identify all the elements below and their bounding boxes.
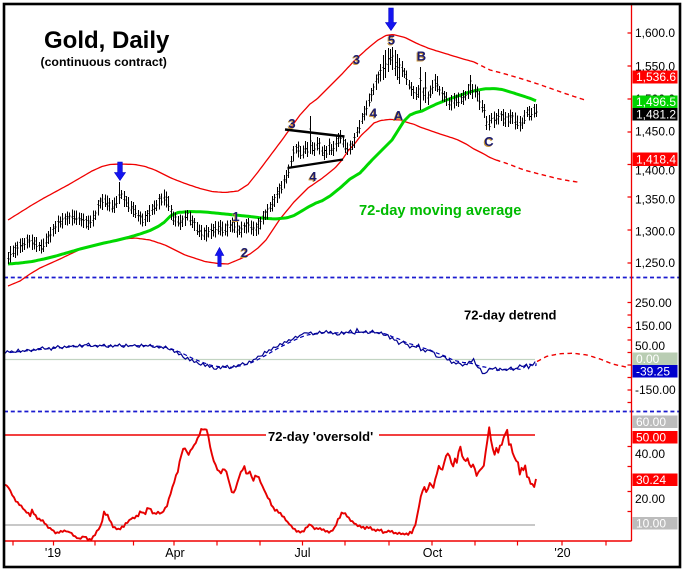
- svg-text:20.00: 20.00: [635, 492, 665, 506]
- svg-text:1,600.0: 1,600.0: [635, 26, 675, 40]
- svg-text:C: C: [484, 134, 494, 149]
- svg-text:1,400.0: 1,400.0: [635, 164, 675, 178]
- svg-text:150.00: 150.00: [635, 319, 672, 333]
- svg-text:4: 4: [309, 169, 317, 184]
- svg-text:A: A: [394, 108, 404, 123]
- svg-text:3: 3: [353, 52, 360, 67]
- svg-text:1,350.0: 1,350.0: [635, 193, 675, 207]
- svg-text:Jul: Jul: [295, 546, 311, 560]
- svg-text:'20: '20: [554, 546, 570, 560]
- svg-text:1,250.0: 1,250.0: [635, 256, 675, 270]
- svg-text:50.00: 50.00: [636, 430, 666, 444]
- svg-text:1: 1: [232, 209, 239, 224]
- svg-text:1,481.2: 1,481.2: [636, 107, 676, 121]
- svg-text:1,418.4: 1,418.4: [636, 152, 676, 166]
- svg-text:72-day 'oversold': 72-day 'oversold': [268, 429, 373, 444]
- svg-text:-39.25: -39.25: [636, 364, 670, 378]
- svg-text:1,536.6: 1,536.6: [636, 70, 676, 84]
- svg-text:72-day detrend: 72-day detrend: [464, 308, 557, 323]
- svg-text:1,300.0: 1,300.0: [635, 225, 675, 239]
- svg-text:30.24: 30.24: [636, 473, 666, 487]
- svg-text:40.00: 40.00: [635, 447, 665, 461]
- svg-text:50.00: 50.00: [635, 339, 665, 353]
- svg-text:1,550.0: 1,550.0: [635, 60, 675, 74]
- svg-text:-150.00: -150.00: [635, 383, 676, 397]
- svg-text:72-day moving average: 72-day moving average: [359, 203, 521, 219]
- svg-text:2: 2: [241, 245, 248, 260]
- svg-text:B: B: [417, 49, 426, 64]
- svg-text:Apr: Apr: [165, 546, 184, 560]
- svg-text:60.00: 60.00: [636, 415, 666, 429]
- svg-text:0.00: 0.00: [636, 352, 660, 366]
- svg-text:'19: '19: [45, 546, 61, 560]
- svg-text:Oct: Oct: [423, 546, 443, 560]
- svg-text:4: 4: [370, 106, 378, 121]
- svg-text:250.00: 250.00: [635, 296, 672, 310]
- svg-text:1,450.0: 1,450.0: [635, 125, 675, 139]
- svg-text:Gold, Daily: Gold, Daily: [44, 27, 170, 54]
- svg-text:3: 3: [288, 116, 295, 131]
- svg-text:5: 5: [388, 33, 395, 48]
- svg-text:(continuous contract): (continuous contract): [41, 55, 167, 69]
- svg-text:10.00: 10.00: [636, 516, 666, 530]
- svg-text:1,496.5: 1,496.5: [636, 95, 676, 109]
